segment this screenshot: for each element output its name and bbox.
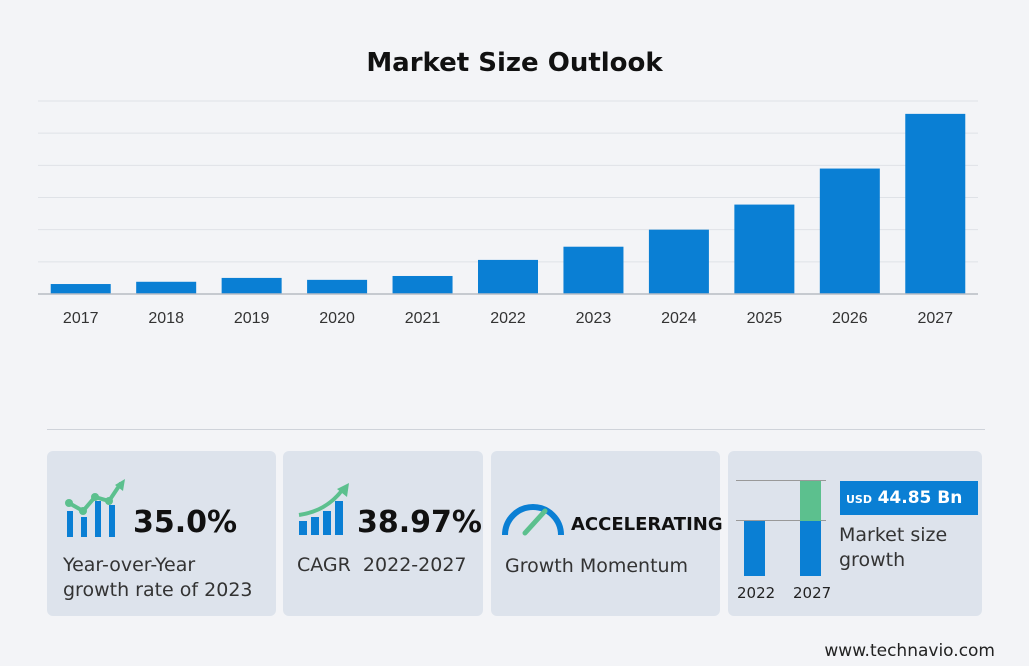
footer-url: www.technavio.com bbox=[824, 641, 995, 661]
bar-2022 bbox=[478, 259, 538, 294]
bar-2020 bbox=[307, 279, 368, 294]
x-tick-label: 2019 bbox=[234, 310, 270, 327]
speedometer-icon bbox=[502, 504, 564, 536]
growth-top-line bbox=[736, 480, 826, 481]
growth-mid-line bbox=[736, 520, 826, 521]
x-tick-label: 2027 bbox=[917, 310, 953, 327]
market-growth-card: 2022 2027 USD 44.85 Bn Market size growt… bbox=[728, 451, 982, 616]
bar-2022 bbox=[744, 521, 765, 576]
bar-2024 bbox=[648, 229, 709, 294]
year-start: 2022 bbox=[737, 584, 776, 602]
yoy-label-2: growth rate of 2023 bbox=[63, 579, 253, 601]
currency: USD bbox=[846, 493, 872, 506]
bar-chart: 2017 2018 2019 2020 2021 2022 2023 2024 2025 2026… bbox=[38, 100, 978, 327]
growth-value: 44.85 Bn bbox=[877, 488, 963, 508]
chart-title: Market Size Outlook bbox=[366, 48, 663, 78]
bar-2023 bbox=[563, 246, 624, 294]
growth-value-badge: USD 44.85 Bn bbox=[840, 481, 978, 515]
x-tick-label: 2024 bbox=[661, 310, 697, 327]
bar-2017 bbox=[50, 284, 111, 294]
year-end: 2027 bbox=[793, 584, 832, 602]
growth-chart-icon bbox=[65, 479, 125, 537]
momentum-value: ACCELERATING bbox=[571, 514, 723, 535]
bar-2027 bbox=[905, 113, 966, 294]
yoy-card: 35.0% Year-over-Year growth rate of 2023 bbox=[47, 451, 276, 616]
bar-2018 bbox=[136, 281, 197, 294]
x-tick-label: 2018 bbox=[148, 310, 184, 327]
x-tick-label: 2017 bbox=[63, 310, 99, 327]
x-tick-label: 2026 bbox=[832, 310, 868, 327]
bar-2027-base bbox=[800, 521, 821, 576]
divider bbox=[47, 429, 985, 430]
bar-2021 bbox=[392, 275, 453, 294]
x-tick-label: 2023 bbox=[576, 310, 612, 327]
growth-label-2: growth bbox=[839, 549, 906, 571]
bar-2025 bbox=[734, 204, 795, 294]
momentum-label: Growth Momentum bbox=[505, 555, 689, 577]
bar-2026 bbox=[819, 168, 880, 294]
x-tick-label: 2021 bbox=[405, 310, 441, 327]
bar-2019 bbox=[221, 277, 282, 294]
cagr-label: CAGR 2022-2027 bbox=[297, 554, 467, 576]
yoy-value: 35.0% bbox=[133, 505, 238, 540]
x-tick-label: 2020 bbox=[319, 310, 355, 327]
cagr-value: 38.97% bbox=[357, 505, 482, 540]
cagr-card: 38.97% CAGR 2022-2027 bbox=[283, 451, 483, 616]
x-tick-label: 2022 bbox=[490, 310, 526, 327]
bar-2027-growth bbox=[800, 481, 821, 521]
x-tick-label: 2025 bbox=[747, 310, 783, 327]
momentum-card: ACCELERATING Growth Momentum bbox=[491, 451, 723, 616]
growth-label-1: Market size bbox=[839, 524, 948, 546]
rising-bars-icon bbox=[298, 483, 349, 535]
yoy-label-1: Year-over-Year bbox=[63, 554, 196, 576]
